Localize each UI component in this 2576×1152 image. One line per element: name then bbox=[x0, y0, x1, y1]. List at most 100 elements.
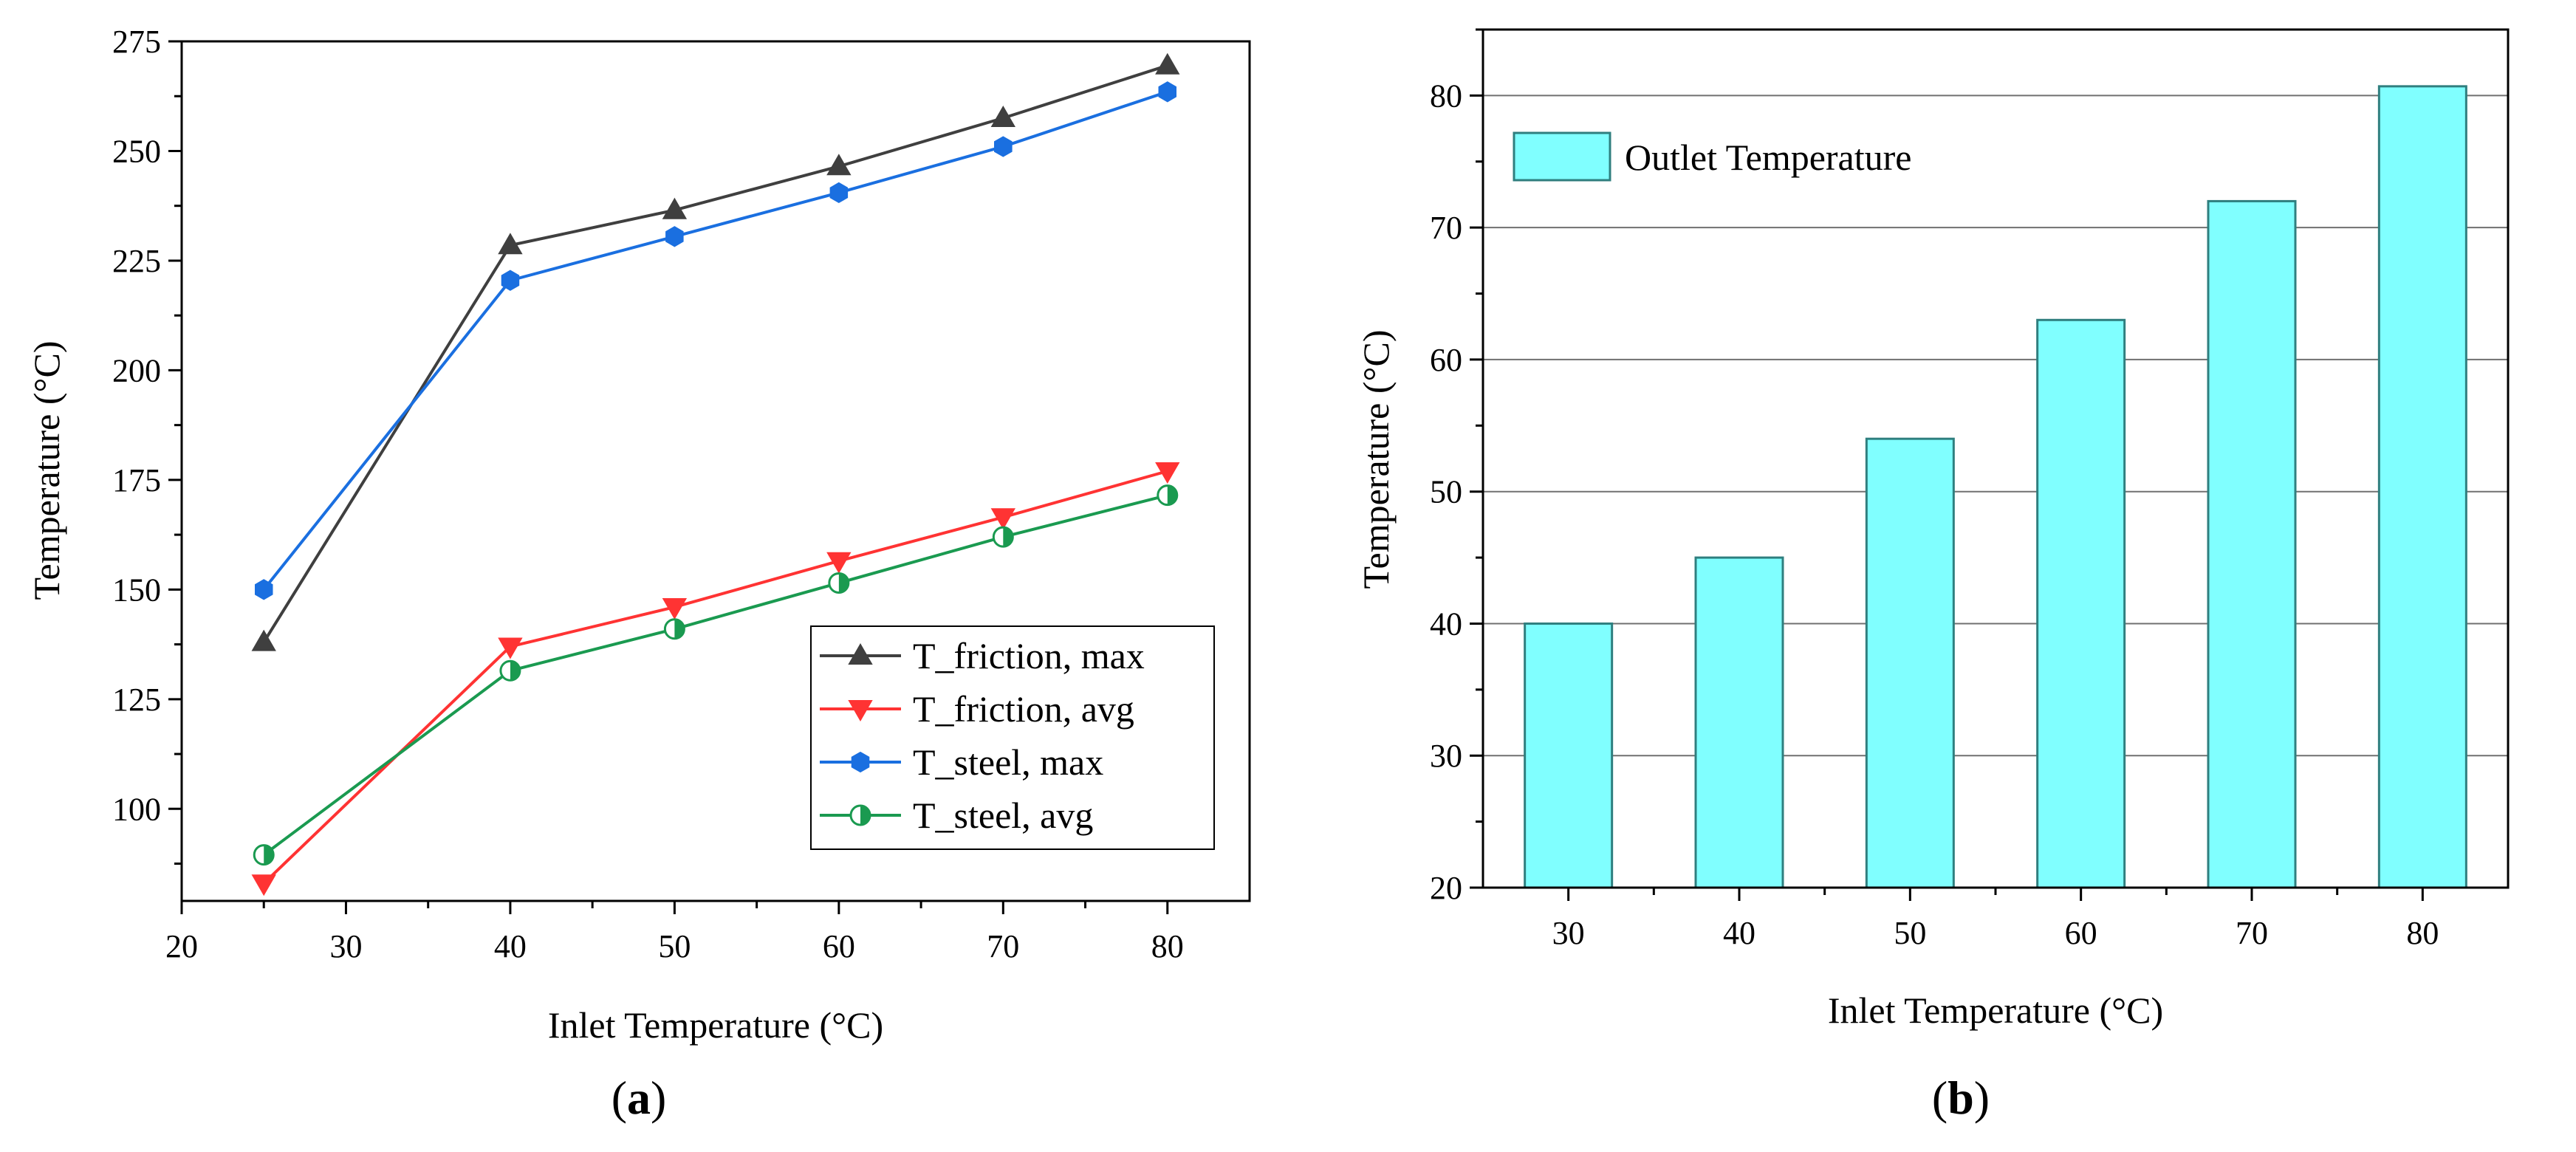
chart-a-data-point bbox=[662, 197, 688, 219]
chart-b-x-tick-label: 30 bbox=[1552, 915, 1585, 951]
chart-a-series-line bbox=[262, 470, 1168, 885]
chart-b-bar bbox=[1694, 556, 1784, 889]
marker-half-fill bbox=[1167, 485, 1177, 505]
chart-a: 20 30 40 50 60 70 80 100 125 150 175 200 225 250 275 I… bbox=[26, 24, 1251, 1124]
legend-marker bbox=[848, 699, 873, 721]
panel-a-label: (a) bbox=[612, 1072, 667, 1124]
chart-a-legend-box bbox=[810, 625, 1215, 850]
chart-a-data-point bbox=[828, 572, 850, 594]
chart-b-y-tick-label: 70 bbox=[1430, 210, 1462, 246]
chart-a-data-point bbox=[253, 844, 275, 866]
chart-a-legend: T_friction, max T_friction, avg T_steel, m… bbox=[810, 625, 1215, 850]
chart-a-x-tick-label: 70 bbox=[987, 928, 1019, 964]
marker-half-fill bbox=[1003, 527, 1013, 547]
chart-a-data-point bbox=[992, 526, 1014, 548]
chart-a-data-point bbox=[498, 233, 523, 255]
marker-half-fill bbox=[674, 619, 685, 639]
chart-a-data-point bbox=[826, 154, 852, 176]
panel-b-label: (b) bbox=[1932, 1072, 1990, 1124]
chart-a-legend-label: T_friction, max bbox=[913, 635, 1145, 676]
chart-a-data-point bbox=[255, 579, 273, 600]
chart-b-gridlines bbox=[1483, 95, 2508, 757]
chart-a-y-axis-label: Temperature (°C) bbox=[26, 340, 67, 600]
chart-b-ticks: 30 40 50 60 70 80 20 30 40 50 60 70 80 bbox=[1430, 28, 2439, 951]
chart-a-y-tick-label: 125 bbox=[112, 682, 161, 718]
chart-a-data-point bbox=[251, 629, 276, 651]
chart-a-y-tick-label: 175 bbox=[112, 462, 161, 498]
chart-a-y-tick-label: 100 bbox=[112, 791, 161, 827]
chart-a-x-axis-label: Inlet Temperature (°C) bbox=[548, 1004, 883, 1046]
chart-a-data-point bbox=[1155, 462, 1180, 484]
chart-a-y-tick-label: 250 bbox=[112, 133, 161, 169]
chart-a-data-point bbox=[829, 182, 849, 204]
chart-a-ticks: 20 30 40 50 60 70 80 100 125 150 175 200 225 250 275 bbox=[112, 24, 1184, 964]
chart-b-x-tick-label: 50 bbox=[1894, 915, 1926, 951]
chart-b-legend: Outlet Temperature bbox=[1513, 131, 1911, 182]
chart-a-legend-label: T_steel, max bbox=[913, 741, 1103, 783]
chart-b-bar bbox=[2036, 318, 2126, 889]
chart-a-data-point bbox=[990, 105, 1015, 127]
chart-a-series-markers bbox=[251, 52, 1180, 896]
marker-half-fill bbox=[838, 573, 849, 593]
chart-a-legend-label: T_steel, avg bbox=[913, 795, 1093, 836]
chart-b-bar bbox=[1524, 622, 1614, 889]
chart-a-data-point bbox=[499, 659, 521, 682]
chart-b-legend-label: Outlet Temperature bbox=[1625, 137, 1911, 178]
chart-a-data-point bbox=[663, 618, 685, 640]
chart-a-data-point bbox=[251, 874, 276, 896]
chart-a-y-tick-label: 225 bbox=[112, 243, 161, 279]
chart-a-legend-entry: T_steel, avg bbox=[820, 795, 1093, 836]
chart-a-y-tick-label: 200 bbox=[112, 352, 161, 388]
chart-a-data-point bbox=[1158, 81, 1176, 103]
chart-b-x-tick-label: 40 bbox=[1723, 915, 1755, 951]
chart-a-series-lines bbox=[262, 64, 1168, 885]
chart-b-x-axis-label: Inlet Temperature (°C) bbox=[1828, 990, 2163, 1031]
chart-b-x-tick-label: 70 bbox=[2236, 915, 2268, 951]
legend-marker bbox=[851, 751, 870, 773]
chart-b-legend-entry: Outlet Temperature bbox=[1513, 131, 1911, 182]
chart-a-data-point bbox=[501, 270, 520, 291]
chart-a-data-point bbox=[498, 637, 523, 659]
chart-a-data-point bbox=[662, 598, 688, 620]
chart-a-x-tick-label: 80 bbox=[1151, 928, 1184, 964]
chart-a-data-point bbox=[990, 508, 1015, 530]
chart-a-series-line bbox=[263, 493, 1168, 857]
chart-a-series-line bbox=[262, 90, 1168, 591]
chart-a-legend-entry: T_steel, max bbox=[820, 741, 1103, 783]
chart-b-y-tick-label: 40 bbox=[1430, 606, 1462, 642]
chart-a-x-tick-label: 50 bbox=[658, 928, 691, 964]
chart-b-y-tick-label: 80 bbox=[1430, 78, 1462, 114]
chart-a-data-point bbox=[665, 226, 684, 247]
chart-b-y-tick-label: 20 bbox=[1430, 870, 1462, 906]
chart-b-y-tick-label: 50 bbox=[1430, 474, 1462, 510]
chart-b-bars bbox=[1524, 85, 2467, 889]
chart-a-plot-frame bbox=[180, 40, 1251, 902]
chart-b: 30 40 50 60 70 80 20 30 40 50 60 70 80 Inlet Tempera… bbox=[1355, 28, 2510, 1124]
chart-b-bar bbox=[1865, 437, 1955, 889]
chart-a-data-point bbox=[1157, 484, 1179, 507]
chart-a-x-tick-label: 20 bbox=[165, 928, 198, 964]
chart-a-y-tick-label: 275 bbox=[112, 24, 161, 60]
legend-marker bbox=[849, 804, 871, 826]
chart-a-x-tick-label: 60 bbox=[823, 928, 855, 964]
chart-b-y-tick-label: 30 bbox=[1430, 738, 1462, 774]
marker-half-fill bbox=[860, 806, 870, 825]
legend-bar-swatch bbox=[1513, 131, 1611, 182]
chart-a-legend-entry: T_friction, max bbox=[820, 635, 1145, 676]
chart-a-data-point bbox=[826, 552, 852, 574]
chart-b-y-axis-label: Temperature (°C) bbox=[1355, 329, 1397, 589]
chart-a-legend-label: T_friction, avg bbox=[913, 688, 1134, 730]
marker-half-fill bbox=[264, 845, 274, 865]
chart-a-data-point bbox=[1155, 52, 1180, 75]
chart-a-data-point bbox=[994, 136, 1013, 157]
chart-b-bar bbox=[2377, 85, 2467, 889]
chart-a-legend-entry: T_friction, avg bbox=[820, 688, 1134, 730]
chart-a-series-line bbox=[262, 64, 1168, 643]
chart-a-y-tick-label: 150 bbox=[112, 572, 161, 608]
chart-b-y-tick-label: 60 bbox=[1430, 342, 1462, 378]
chart-a-x-tick-label: 40 bbox=[494, 928, 527, 964]
chart-a-x-tick-label: 30 bbox=[329, 928, 362, 964]
legend-marker bbox=[848, 643, 873, 665]
marker-half-fill bbox=[510, 661, 520, 681]
